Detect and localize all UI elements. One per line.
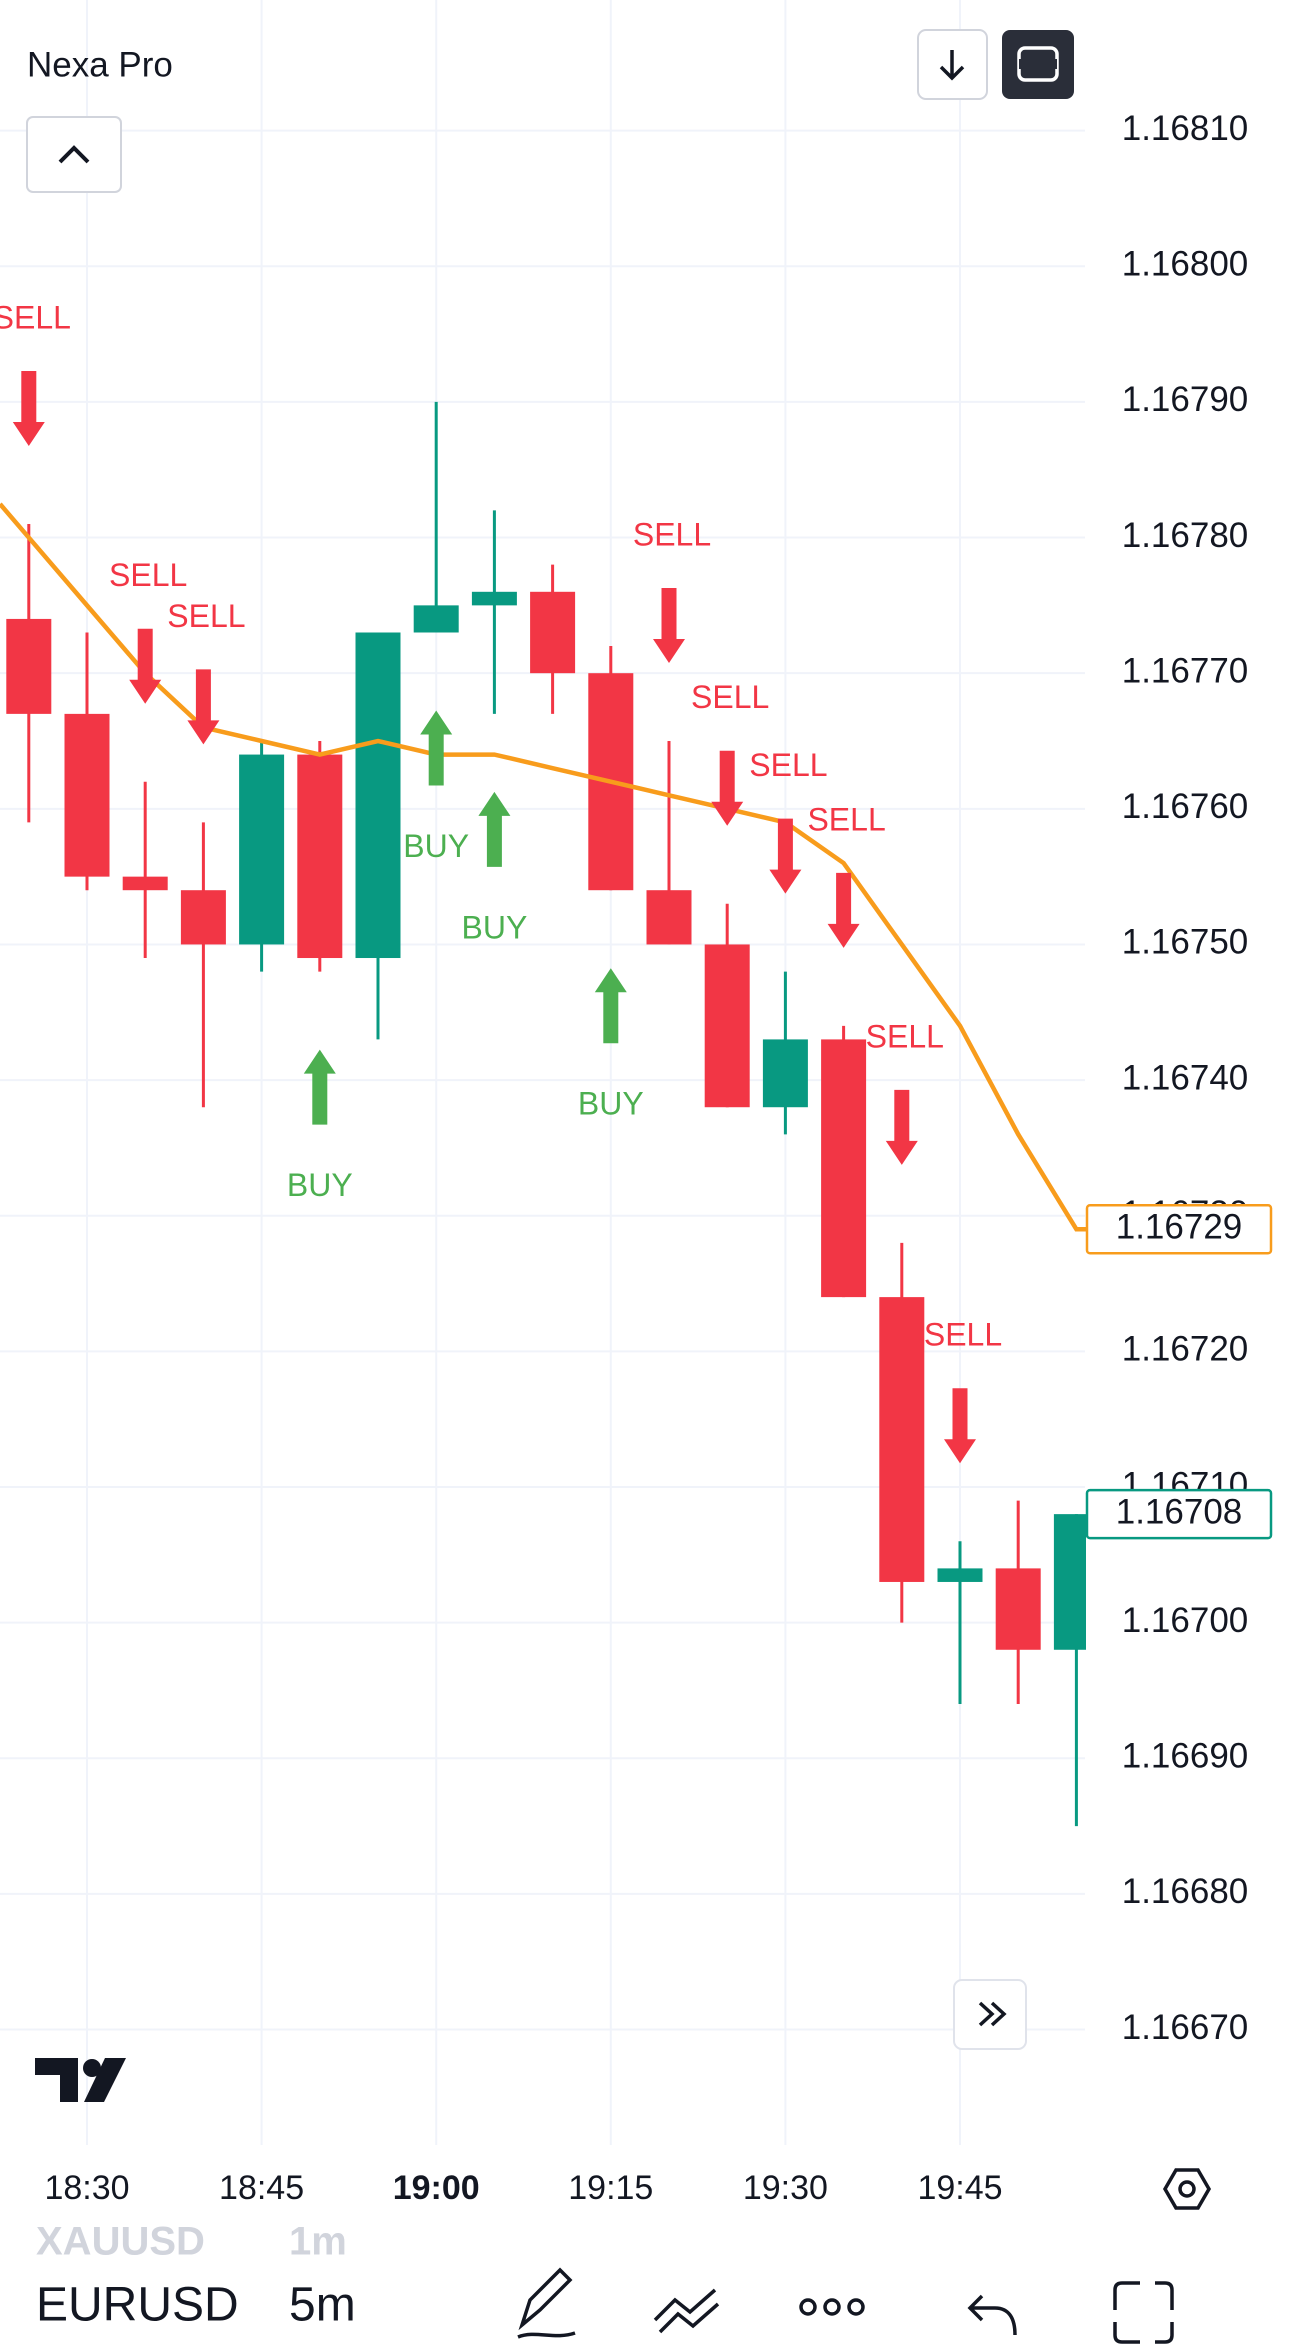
scroll-button[interactable]	[953, 1979, 1027, 2050]
candle-body	[937, 1568, 983, 1582]
signal-label: SELL	[691, 679, 769, 715]
more-icon[interactable]	[799, 2298, 865, 2316]
sell-arrow	[827, 872, 860, 948]
undo-icon[interactable]	[967, 2294, 1017, 2336]
signal-label: SELL	[807, 801, 885, 837]
candle-body	[6, 618, 52, 714]
signal-label: SELL	[109, 557, 187, 593]
candle-body	[995, 1568, 1041, 1650]
last-price-label: 1.16708	[1116, 1492, 1243, 1531]
grid	[0, 0, 1085, 2145]
candle-body	[879, 1297, 925, 1582]
buy-arrow	[594, 968, 627, 1044]
plot-area: SELL SELL SELL BUY BUY BUY BUY SELL SELL SELL SELL…	[0, 299, 1086, 1827]
y-tick-label: 1.16670	[1122, 2008, 1249, 2047]
candle-body	[180, 890, 226, 945]
candle-body	[122, 876, 168, 891]
signal-label: SELL	[0, 299, 71, 335]
sell-arrow	[129, 628, 162, 704]
candle-body	[297, 754, 343, 959]
sell-arrow	[885, 1089, 918, 1165]
sell-arrow	[12, 370, 45, 446]
y-tick-label: 1.16750	[1122, 923, 1249, 962]
faded-symbol: XAUUSD	[36, 2220, 205, 2264]
screen-button[interactable]	[1002, 30, 1074, 99]
fullscreen-icon[interactable]	[1113, 2281, 1174, 2344]
moving-average	[0, 502, 1086, 1232]
sell-arrow	[653, 588, 685, 664]
y-tick-label: 1.16780	[1122, 516, 1249, 555]
indicator-icon[interactable]	[653, 2288, 720, 2334]
signal-label: SELL	[866, 1018, 944, 1054]
x-tick-label: 19:30	[743, 2169, 828, 2207]
y-tick-label: 1.16680	[1122, 1872, 1249, 1911]
signal-label: SELL	[749, 747, 827, 783]
y-tick-label: 1.16740	[1122, 1058, 1249, 1097]
signal-label: SELL	[167, 598, 245, 634]
candle-body	[239, 754, 285, 945]
y-tick-label: 1.16720	[1122, 1330, 1249, 1369]
signal-label: SELL	[924, 1317, 1002, 1353]
download-button[interactable]	[917, 29, 988, 100]
price-axis: 1.16810 1.16800 1.16790 1.16780 1.16770 1.167…	[1085, 109, 1273, 2047]
signal-label: BUY	[462, 909, 528, 945]
buy-arrow	[478, 791, 511, 867]
collapse-button[interactable]	[26, 116, 122, 193]
signal-label: BUY	[287, 1167, 353, 1203]
toolbar-bg	[0, 2268, 1289, 2352]
ma-price-label: 1.16729	[1116, 1208, 1243, 1247]
draw-icon[interactable]	[517, 2267, 576, 2339]
candle-body	[821, 1039, 867, 1298]
y-tick-label: 1.16700	[1122, 1601, 1249, 1640]
candle-body	[1053, 1514, 1086, 1650]
y-tick-label: 1.16760	[1122, 787, 1249, 826]
candle-body	[646, 890, 692, 945]
x-tick-label: 19:00	[393, 2169, 480, 2207]
app-title: Nexa Pro	[27, 45, 173, 84]
y-tick-label: 1.16770	[1122, 651, 1249, 690]
signal-label: BUY	[403, 828, 469, 864]
signal-label: BUY	[578, 1086, 644, 1122]
y-tick-label: 1.16690	[1122, 1737, 1249, 1776]
logo	[35, 2058, 126, 2102]
candle-body	[64, 713, 110, 877]
candle-body	[704, 944, 750, 1108]
y-tick-label: 1.16810	[1122, 109, 1249, 148]
faded-interval: 1m	[289, 2220, 347, 2264]
candle-body	[762, 1039, 808, 1108]
sell-arrow	[711, 750, 744, 826]
candle-body	[471, 591, 517, 606]
buy-arrow	[303, 1049, 336, 1125]
ma-price-label-box	[1085, 1204, 1273, 1255]
candle-body	[530, 591, 576, 674]
y-tick-label: 1.16790	[1122, 380, 1249, 419]
x-tick-label: 18:45	[219, 2169, 304, 2207]
sell-arrow	[944, 1388, 976, 1464]
interval[interactable]: 5m	[289, 2279, 356, 2332]
last-price-label-box	[1085, 1488, 1273, 1540]
candle-body	[413, 605, 459, 633]
y-tick-label: 1.16800	[1122, 245, 1249, 284]
settings-icon[interactable]	[1162, 2168, 1212, 2210]
signal-label: SELL	[633, 516, 711, 552]
x-tick-label: 19:15	[568, 2169, 653, 2207]
buy-arrow	[420, 710, 453, 786]
symbol[interactable]: EURUSD	[36, 2279, 239, 2332]
toolbar-icons	[517, 2267, 1174, 2344]
x-tick-label: 18:30	[44, 2169, 129, 2207]
candle-body	[355, 632, 401, 959]
x-tick-label: 19:45	[917, 2169, 1002, 2207]
sell-arrow	[187, 669, 220, 745]
sell-arrow	[769, 818, 802, 894]
